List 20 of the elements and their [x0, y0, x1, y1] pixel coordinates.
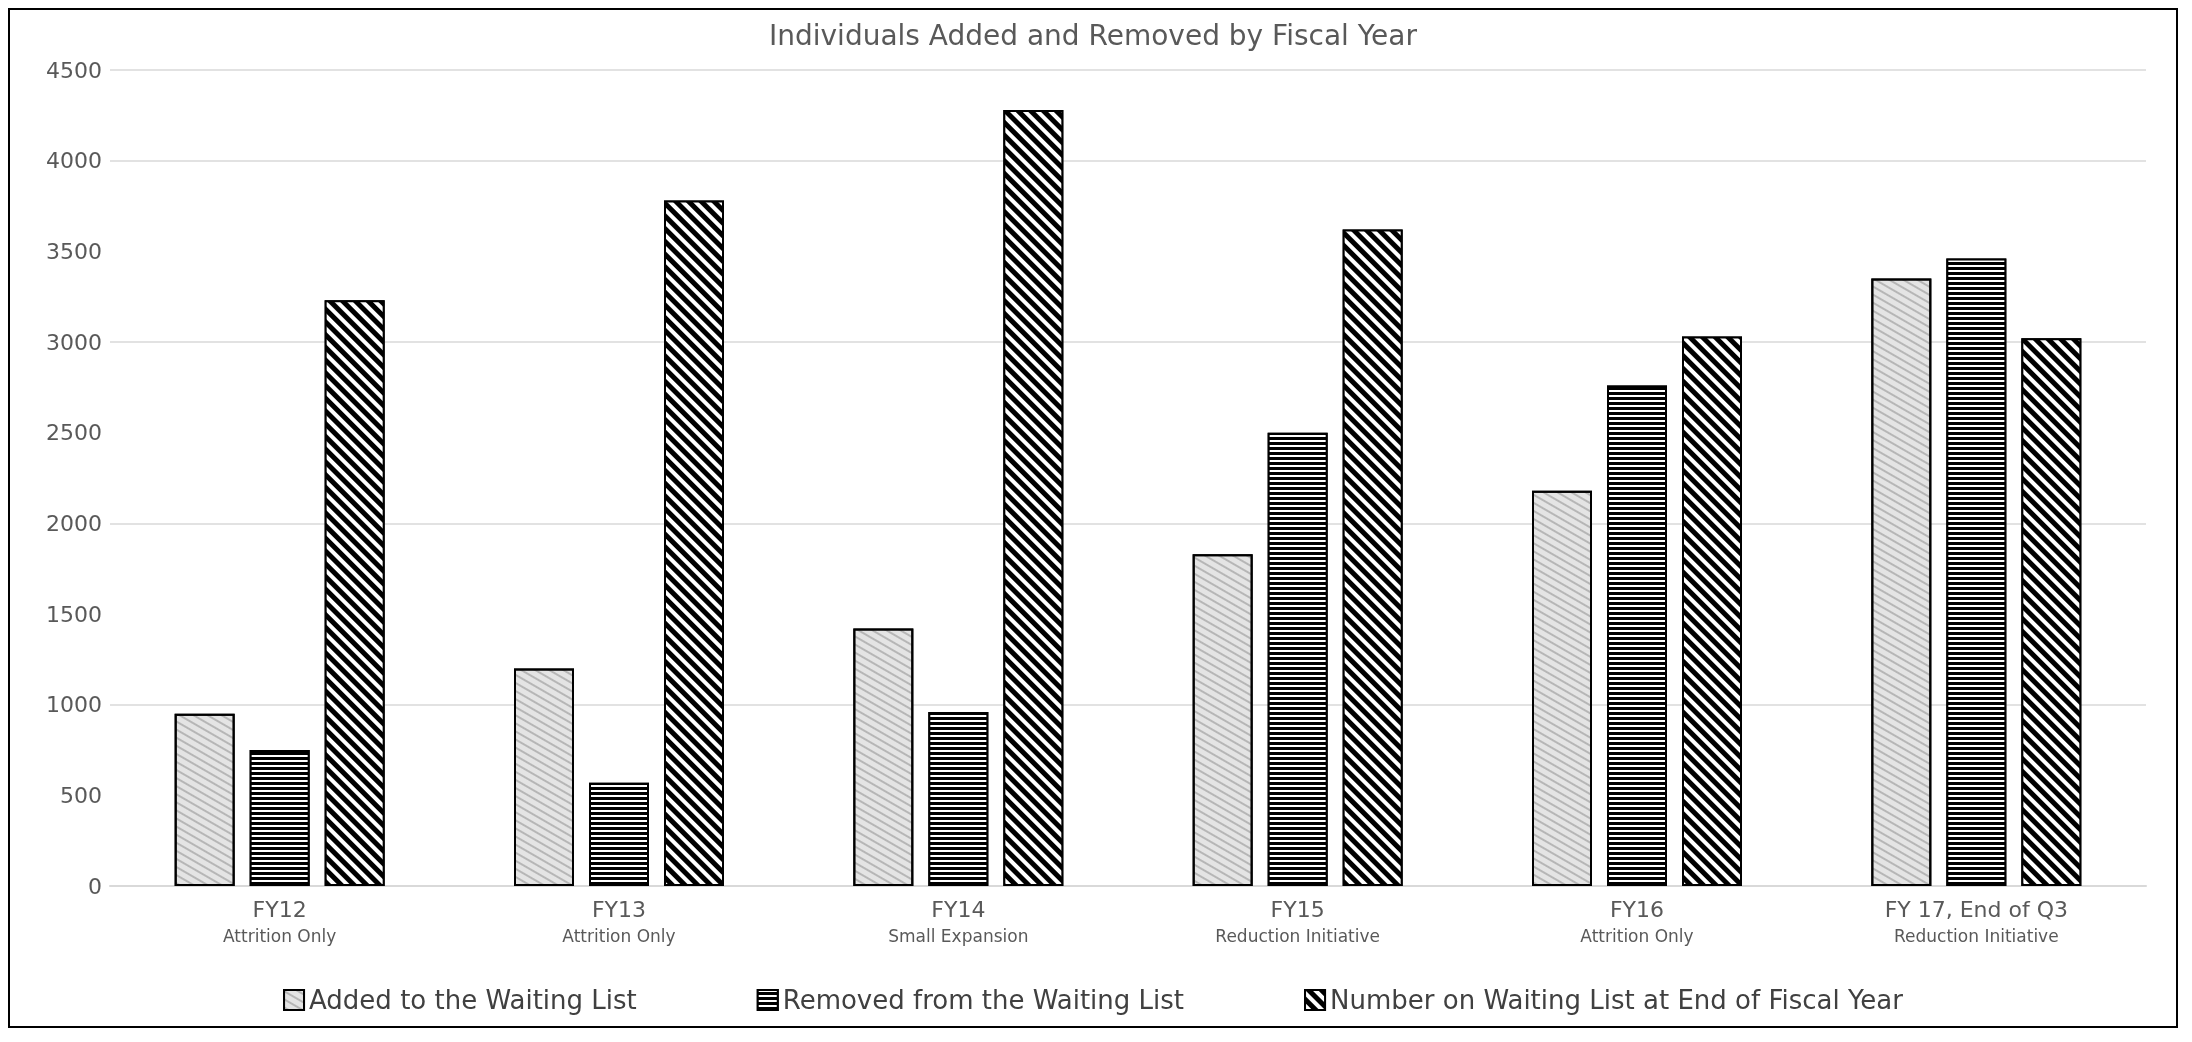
y-tick-label: 3000 — [46, 329, 102, 355]
legend-label: Number on Waiting List at End of Fiscal Year — [1330, 985, 1904, 1015]
y-tick-label: 4000 — [46, 148, 102, 174]
x-tick-label: FY15 Reduction Initiative — [1215, 896, 1380, 946]
y-tick-label: 1000 — [46, 692, 102, 718]
y-tick-label: 0 — [88, 873, 102, 899]
x-tick-label: FY12 Attrition Only — [223, 896, 337, 946]
y-tick-label: 2500 — [46, 420, 102, 446]
y-tick-label: 3500 — [46, 238, 102, 264]
legend-label: Added to the Waiting List — [309, 985, 637, 1015]
x-tick-label: FY14 Small Expansion — [888, 896, 1029, 946]
legend-label: Removed from the Waiting List — [782, 985, 1185, 1015]
x-tick-label: FY13 Attrition Only — [562, 896, 676, 946]
y-tick-label: 2000 — [46, 510, 102, 536]
x-tick-label: FY16 Attrition Only — [1580, 896, 1694, 946]
x-tick-label: FY 17, End of Q3 Reduction Initiative — [1884, 896, 2069, 946]
y-tick-label: 1500 — [46, 601, 102, 627]
y-tick-label: 4500 — [46, 57, 102, 83]
y-tick-label: 500 — [60, 782, 102, 808]
chart-title: Individuals Added and Removed by Fiscal Year — [768, 18, 1418, 52]
